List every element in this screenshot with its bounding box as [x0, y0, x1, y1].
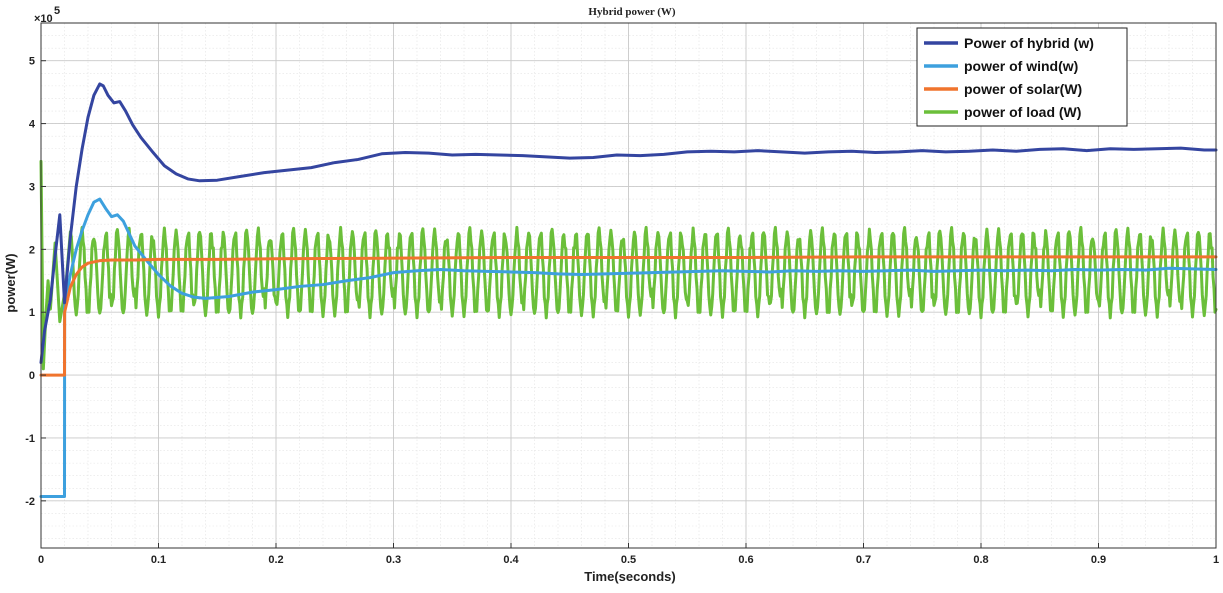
y-axis-label: power(W): [3, 253, 18, 312]
x-tick-label: 0.8: [973, 554, 988, 566]
x-tick-label: 0.2: [268, 554, 283, 566]
y-tick-label: -1: [25, 433, 35, 445]
series-power-of-wind-w-line: [39, 197, 1218, 498]
legend-label: power of load (W): [964, 104, 1081, 120]
y-tick-label: -2: [25, 496, 35, 508]
y-tick-label: 3: [29, 181, 35, 193]
y-exponent-base: ×10: [34, 13, 53, 25]
x-tick-label: 0.6: [738, 554, 753, 566]
x-tick-label: 0.7: [856, 554, 871, 566]
x-tick-label: 0: [38, 554, 44, 566]
y-tick-label: 5: [29, 56, 35, 68]
x-tick-label: 0.9: [1091, 554, 1106, 566]
x-axis-label: Time(seconds): [584, 569, 676, 584]
y-exponent-power: 5: [54, 5, 60, 17]
legend: Power of hybrid (w) power of wind(w) power…: [916, 27, 1128, 127]
y-tick-label: 2: [29, 244, 35, 256]
x-tick-label: 0.3: [386, 554, 401, 566]
axes: [40, 22, 1217, 549]
y-tick-label: 1: [29, 307, 35, 319]
tick-labels: 0 0.1 0.2 0.3 0.4 0.5 0.6 0.7 0.8 0.9 1 -2 -1 0 1 2 3 4 5: [25, 56, 1219, 566]
x-tick-label: 0.1: [151, 554, 166, 566]
legend-label: power of solar(W): [964, 81, 1082, 97]
series-power-of-load-w-line: [39, 159, 1218, 371]
x-tick-label: 0.5: [621, 554, 636, 566]
legend-label: power of wind(w): [964, 58, 1078, 74]
chart-title: Hybrid power (W): [588, 6, 676, 18]
series-power-of-solar-w-line: [39, 255, 1218, 377]
y-tick-label: 4: [29, 119, 36, 131]
x-tick-label: 0.4: [503, 554, 519, 566]
y-tick-label: 0: [29, 370, 35, 382]
x-tick-label: 1: [1213, 554, 1219, 566]
legend-label: Power of hybrid (w): [964, 35, 1094, 51]
series-group: [39, 82, 1218, 498]
series-power-of-hybrid-w-line: [39, 82, 1218, 365]
